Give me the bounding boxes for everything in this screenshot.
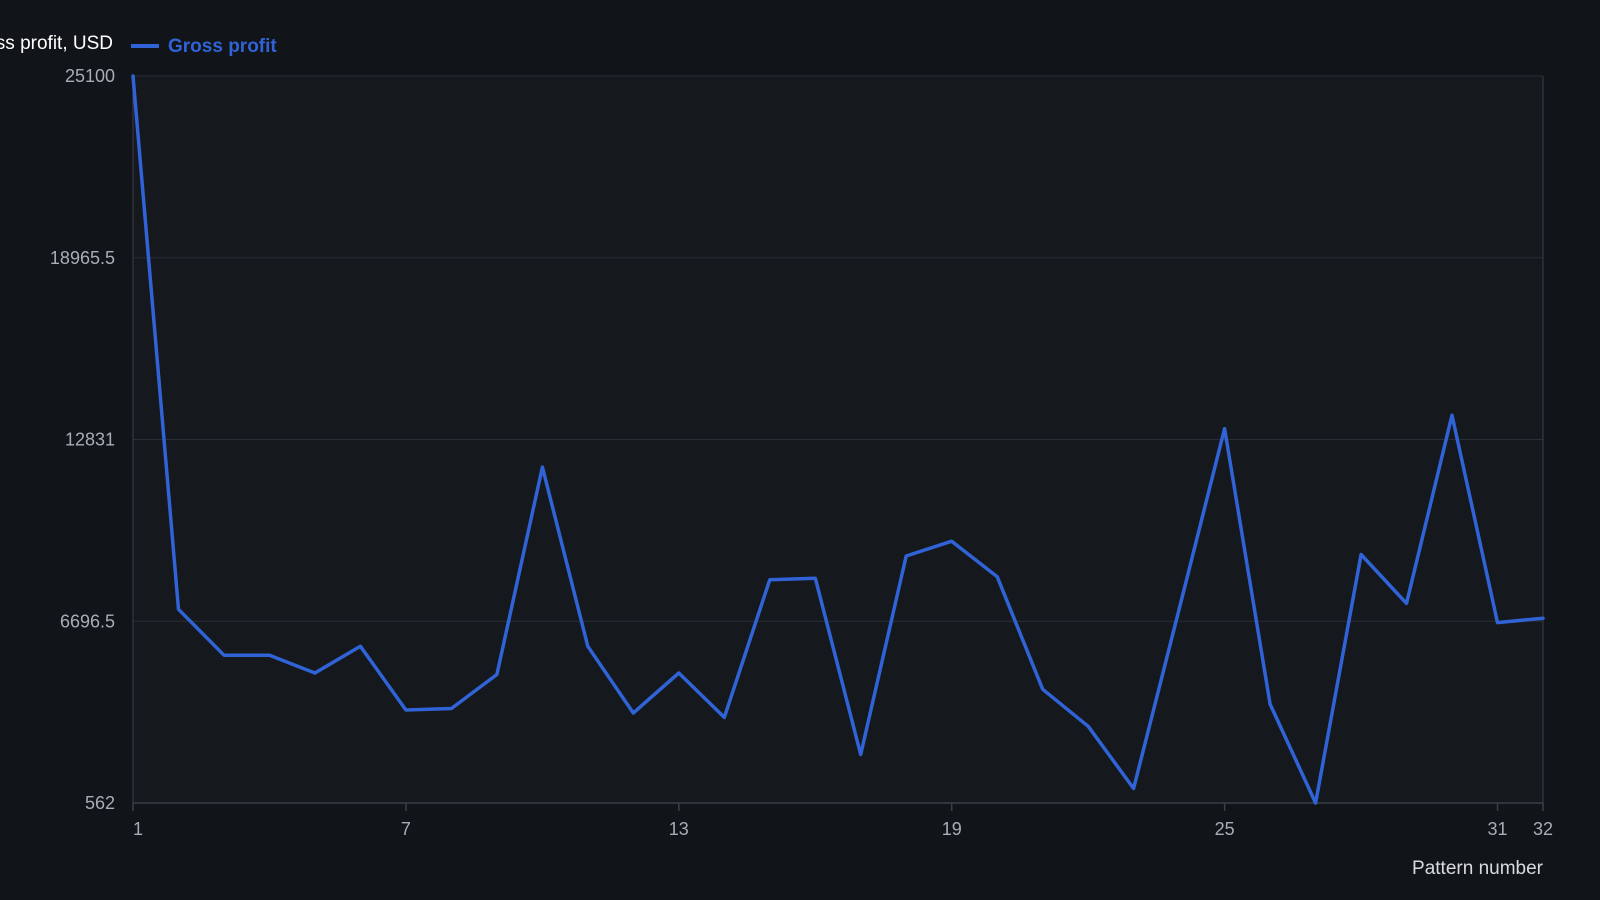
y-tick-label: 18965.5 (50, 248, 115, 268)
x-tick-label: 31 (1488, 819, 1508, 839)
y-tick-label: 562 (85, 793, 115, 813)
x-tick-label: 7 (401, 819, 411, 839)
x-axis-label: Pattern number (1412, 858, 1544, 879)
y-axis-label: Gross profit, USD (0, 33, 113, 54)
x-tick-label: 1 (133, 819, 143, 839)
y-tick-label: 12831 (65, 430, 115, 450)
x-tick-label: 32 (1533, 819, 1553, 839)
x-tick-label: 19 (942, 819, 962, 839)
series-line-gross-profit (131, 74, 1545, 805)
legend-item-gross-profit[interactable]: Gross profit (168, 36, 277, 57)
x-tick-label: 25 (1215, 819, 1235, 839)
x-tick-label: 13 (669, 819, 689, 839)
tick-labels: 562 6696.5 12831 18965.5 25100 1 7 13 19 25 31 32 (50, 66, 1553, 839)
legend[interactable]: Gross profit (131, 36, 277, 57)
axes (132, 76, 1544, 804)
y-tick-label: 6696.5 (60, 611, 115, 631)
y-tick-label: 25100 (65, 66, 115, 86)
series-lines (131, 74, 1545, 805)
